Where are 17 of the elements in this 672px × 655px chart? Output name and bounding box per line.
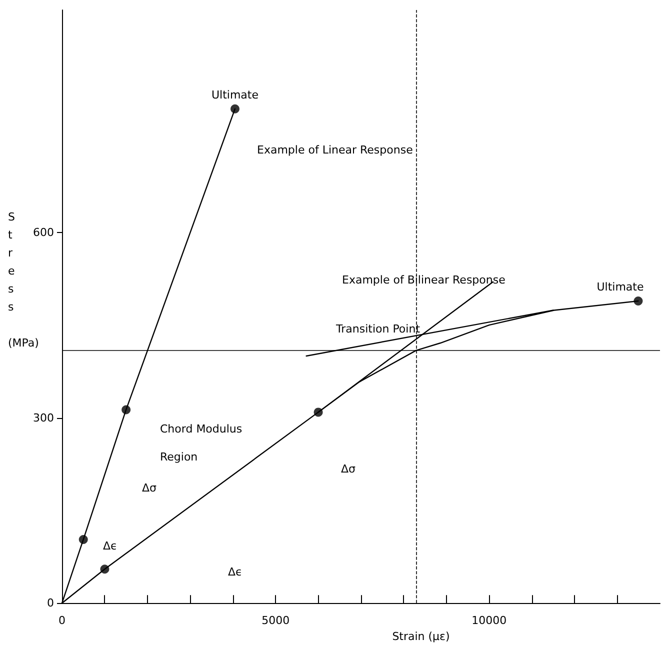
- annotation: Example of Linear Response: [257, 144, 414, 156]
- y-tick-label: 0: [47, 596, 54, 610]
- annotation: Example of Bilinear Response: [342, 274, 506, 286]
- annotation: Ultimate: [211, 88, 259, 102]
- x-axis-title: Strain (με): [392, 630, 450, 643]
- annotation: Δσ: [341, 462, 356, 476]
- annotation: Δϵ: [228, 566, 242, 578]
- x-tick-label: 0: [58, 614, 66, 628]
- x-tick-label: 10000: [472, 614, 507, 628]
- annotation: Δϵ: [103, 540, 118, 552]
- annotation: Δσ: [142, 482, 157, 494]
- text: Chord Modulus Region: [160, 422, 242, 464]
- annotation: Ultimate: [596, 280, 644, 294]
- annotation: Transition Point: [335, 322, 421, 336]
- y-tick-label: 300: [33, 411, 54, 424]
- y-tick-label: 600: [33, 226, 54, 239]
- x-tick-label: 5000: [262, 614, 290, 628]
